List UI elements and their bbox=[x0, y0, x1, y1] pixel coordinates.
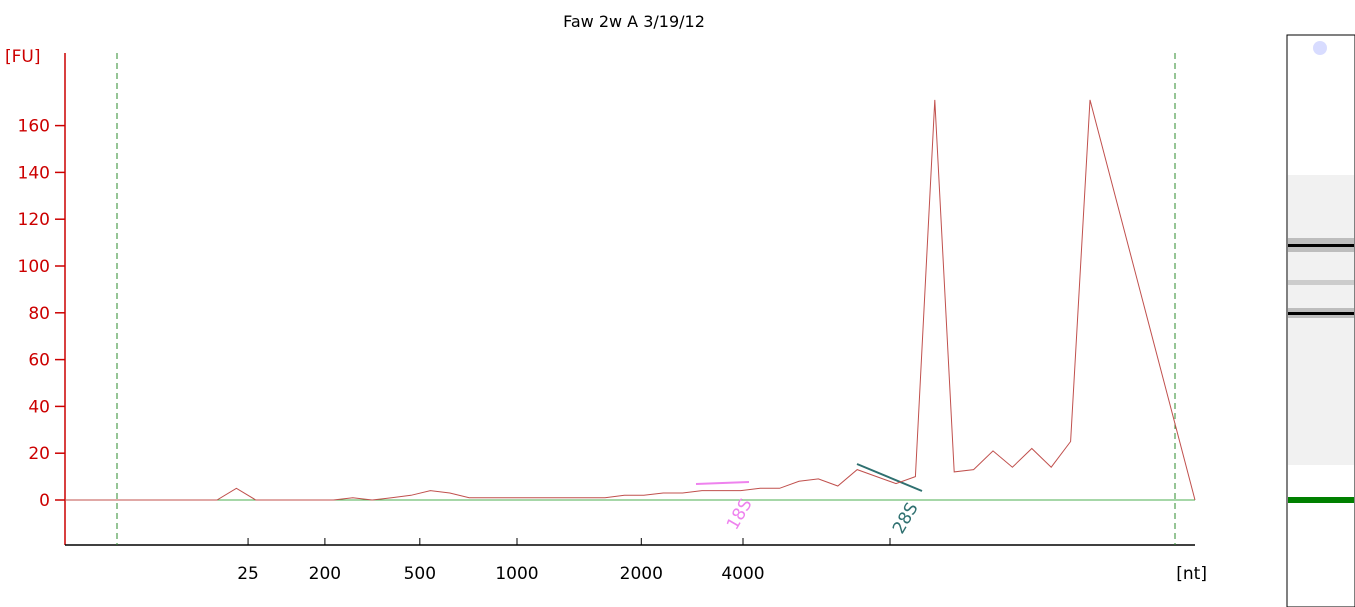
y-tick-label: 20 bbox=[28, 444, 50, 464]
y-tick-label: 120 bbox=[18, 210, 50, 230]
peak-28s-label: 28S bbox=[889, 499, 923, 537]
dot-icon bbox=[1313, 41, 1327, 55]
x-tick-label: 1000 bbox=[495, 564, 538, 584]
gel-lane bbox=[1286, 34, 1355, 607]
gel-band-18s-core bbox=[1288, 312, 1354, 315]
gel-band-28s-core bbox=[1288, 244, 1354, 247]
y-tick-label: 40 bbox=[28, 397, 50, 417]
x-tick-label: 200 bbox=[309, 564, 341, 584]
y-tick-label: 100 bbox=[18, 257, 50, 277]
y-tick-label: 160 bbox=[18, 117, 50, 137]
series-line bbox=[65, 99, 1196, 501]
y-tick-label: 80 bbox=[28, 304, 50, 324]
x-tick-label: 25 bbox=[237, 564, 259, 584]
x-tick-label: 500 bbox=[404, 564, 436, 584]
chart-title: Faw 2w A 3/19/12 bbox=[563, 12, 705, 31]
peak-18s-baseline bbox=[695, 481, 750, 485]
gel-band-marker bbox=[1288, 497, 1354, 503]
y-tick-label: 140 bbox=[18, 163, 50, 183]
y-tick-group: 0 20 40 60 80 100 120 140 160 bbox=[18, 117, 65, 511]
y-axis-label: [FU] bbox=[5, 47, 41, 67]
x-tick-label: 4000 bbox=[721, 564, 764, 584]
x-tick-group: 25 200 500 1000 2000 4000 [nt] bbox=[237, 538, 1207, 584]
y-tick-label: 60 bbox=[28, 351, 50, 371]
x-tick-label: 2000 bbox=[620, 564, 663, 584]
peak-18s-label: 18S bbox=[723, 495, 757, 533]
gel-band-mid bbox=[1288, 280, 1354, 285]
y-tick-label: 0 bbox=[39, 491, 50, 511]
peak-28s-baseline bbox=[856, 463, 923, 492]
x-tick-label: [nt] bbox=[1176, 564, 1207, 584]
gel-smear bbox=[1288, 175, 1354, 465]
